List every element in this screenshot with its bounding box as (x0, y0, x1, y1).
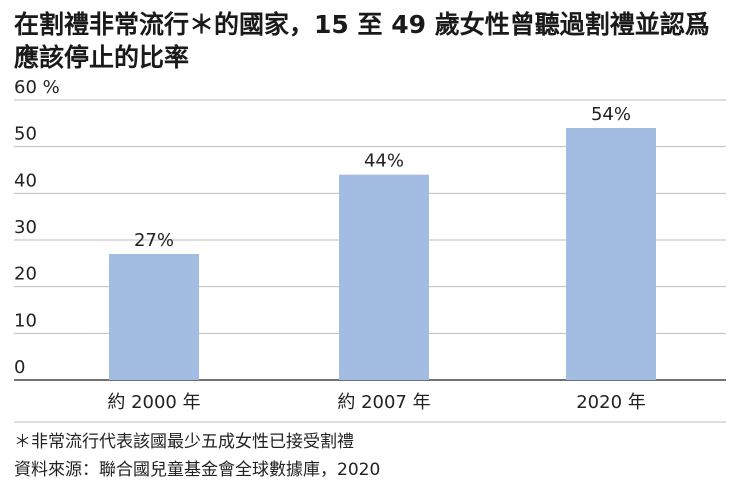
bars (109, 128, 656, 380)
y-tick-label: 60 % (14, 77, 60, 98)
y-axis-ticks: 0 10 20 30 40 50 60 % (14, 77, 60, 378)
bar (109, 254, 199, 380)
x-tick-label: 約 2007 年 (337, 392, 430, 413)
bar (566, 128, 656, 380)
bar-value-labels: 27% 44% 54% (134, 104, 631, 251)
bar (339, 174, 429, 380)
x-tick-label: 2020 年 (576, 392, 646, 413)
x-axis-ticks: 約 2000 年 約 2007 年 2020 年 (107, 392, 645, 413)
chart-title: 在割禮非常流行＊的國家，15 至 49 歲女性曾聽過割禮並認爲應該停止的比率 (14, 10, 710, 72)
x-tick-label: 約 2000 年 (107, 392, 200, 413)
y-tick-label: 50 (14, 124, 37, 145)
bar-value-label: 54% (591, 104, 631, 125)
y-tick-label: 30 (14, 217, 37, 238)
y-tick-label: 40 (14, 170, 37, 191)
footnote: ＊非常流行代表該國最少五成女性已接受割禮 (14, 432, 354, 452)
bar-value-label: 44% (364, 151, 404, 172)
y-tick-label: 0 (14, 357, 25, 378)
y-tick-label: 10 (14, 310, 37, 331)
source-note: 資料來源：聯合國兒童基金會全球數據庫，2020 (14, 460, 381, 480)
bar-value-label: 27% (134, 230, 174, 251)
y-tick-label: 20 (14, 264, 37, 285)
